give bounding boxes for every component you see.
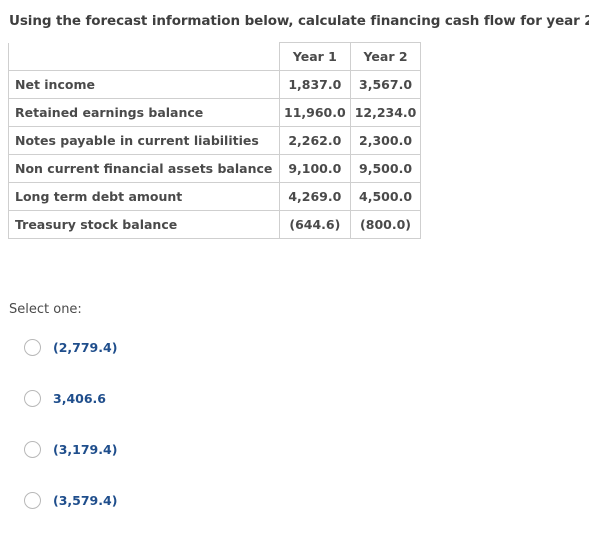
row-year1-value: 9,100.0 bbox=[279, 154, 351, 183]
row-label: Treasury stock balance bbox=[8, 210, 280, 239]
row-year1-value: 4,269.0 bbox=[279, 182, 351, 211]
answer-option-label[interactable]: (2,779.4) bbox=[53, 339, 118, 355]
table-header-empty bbox=[8, 42, 280, 71]
row-year2-value: 2,300.0 bbox=[349, 126, 422, 155]
row-label: Net income bbox=[8, 70, 280, 99]
table-row: Treasury stock balance (644.6) (800.0) bbox=[8, 210, 422, 239]
row-year2-value: (800.0) bbox=[349, 210, 422, 239]
row-year1-value: 11,960.0 bbox=[279, 98, 351, 127]
row-year2-value: 12,234.0 bbox=[349, 98, 422, 127]
row-year2-value: 4,500.0 bbox=[349, 182, 422, 211]
table-row: Retained earnings balance 11,960.0 12,23… bbox=[8, 98, 422, 127]
row-label: Retained earnings balance bbox=[8, 98, 280, 127]
table-row: Notes payable in current liabilities 2,2… bbox=[8, 126, 422, 155]
forecast-table: Year 1 Year 2 Net income 1,837.0 3,567.0… bbox=[8, 42, 422, 239]
table-row: Non current financial assets balance 9,1… bbox=[8, 154, 422, 183]
table-header-year2: Year 2 bbox=[349, 42, 422, 71]
radio-button[interactable] bbox=[24, 440, 41, 458]
radio-button[interactable] bbox=[24, 491, 41, 509]
answer-option-label[interactable]: (3,179.4) bbox=[53, 441, 118, 457]
table-row: Net income 1,837.0 3,567.0 bbox=[8, 70, 422, 99]
answer-option-b[interactable]: 3,406.6 bbox=[24, 388, 106, 408]
radio-button[interactable] bbox=[24, 389, 41, 407]
row-label: Non current financial assets balance bbox=[8, 154, 280, 183]
question-text: Using the forecast information below, ca… bbox=[9, 13, 589, 29]
answer-option-label[interactable]: (3,579.4) bbox=[53, 492, 118, 508]
table-header-year1: Year 1 bbox=[279, 42, 351, 71]
answer-option-c[interactable]: (3,179.4) bbox=[24, 439, 117, 459]
row-year1-value: 1,837.0 bbox=[279, 70, 351, 99]
table-header-row: Year 1 Year 2 bbox=[8, 42, 422, 71]
row-year1-value: (644.6) bbox=[279, 210, 351, 239]
radio-button[interactable] bbox=[24, 338, 41, 356]
row-year2-value: 3,567.0 bbox=[349, 70, 422, 99]
answer-option-label[interactable]: 3,406.6 bbox=[53, 390, 106, 406]
answer-option-a[interactable]: (2,779.4) bbox=[24, 337, 117, 357]
row-label: Notes payable in current liabilities bbox=[8, 126, 280, 155]
row-year1-value: 2,262.0 bbox=[279, 126, 351, 155]
row-label: Long term debt amount bbox=[8, 182, 280, 211]
row-year2-value: 9,500.0 bbox=[349, 154, 422, 183]
table-row: Long term debt amount 4,269.0 4,500.0 bbox=[8, 182, 422, 211]
select-one-prompt: Select one: bbox=[9, 302, 82, 317]
answer-option-d[interactable]: (3,579.4) bbox=[24, 490, 117, 510]
